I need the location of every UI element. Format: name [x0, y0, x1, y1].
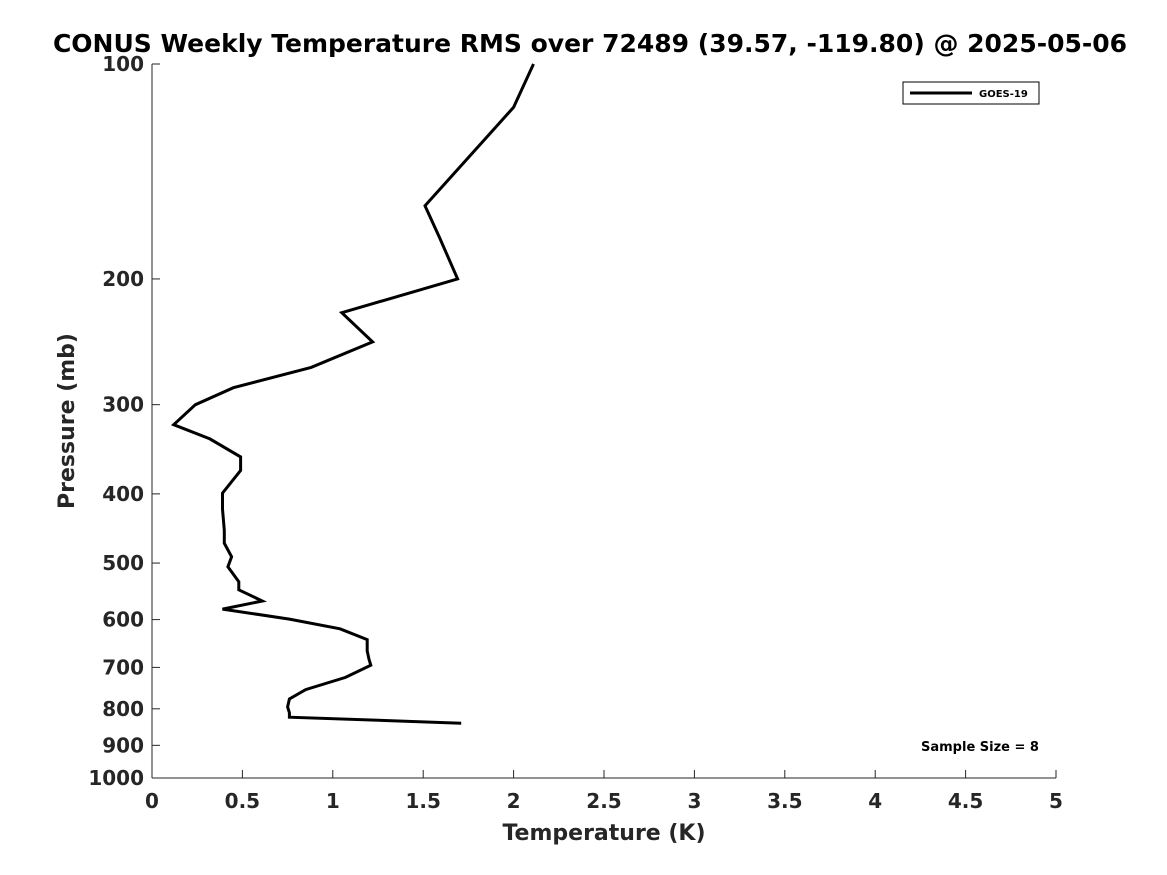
series-layer	[170, 63, 535, 725]
x-axis-ticks: 0 0.5 1 1.5 2 2.5 3 3.5 4 4.5 5	[145, 770, 1063, 813]
x-tick-label: 4.5	[948, 789, 983, 813]
chart-title: CONUS Weekly Temperature RMS over 72489 …	[53, 29, 1127, 58]
x-tick-label: 1.5	[405, 789, 440, 813]
x-tick-label: 2.5	[586, 789, 621, 813]
y-tick-label: 1000	[88, 766, 144, 790]
series-line-goes-19	[170, 63, 535, 725]
y-tick-label: 500	[102, 551, 144, 575]
x-tick-label: 5	[1049, 789, 1063, 813]
sample-size-annotation: Sample Size = 8	[921, 740, 1039, 755]
y-axis-ticks: 100 200 300 400 500 600 700 800 900 1000	[88, 52, 160, 790]
legend: GOES-19	[902, 81, 1040, 105]
y-tick-label: 800	[102, 697, 144, 721]
legend-label-goes-19: GOES-19	[979, 89, 1028, 100]
y-tick-label: 700	[102, 655, 144, 679]
x-axis-label: Temperature (K)	[502, 821, 705, 846]
x-tick-label: 3.5	[767, 789, 802, 813]
x-tick-label: 0	[145, 789, 159, 813]
x-tick-label: 4	[868, 789, 882, 813]
y-tick-label: 300	[102, 393, 144, 417]
y-tick-label: 200	[102, 267, 144, 291]
axes	[151, 64, 1056, 779]
x-tick-label: 0.5	[225, 789, 260, 813]
y-tick-label: 100	[102, 52, 144, 76]
y-axis-label: Pressure (mb)	[55, 333, 80, 509]
y-tick-label: 900	[102, 733, 144, 757]
x-tick-label: 3	[687, 789, 701, 813]
x-tick-label: 1	[326, 789, 340, 813]
y-tick-label: 400	[102, 482, 144, 506]
x-tick-label: 2	[507, 789, 521, 813]
y-tick-label: 600	[102, 608, 144, 632]
